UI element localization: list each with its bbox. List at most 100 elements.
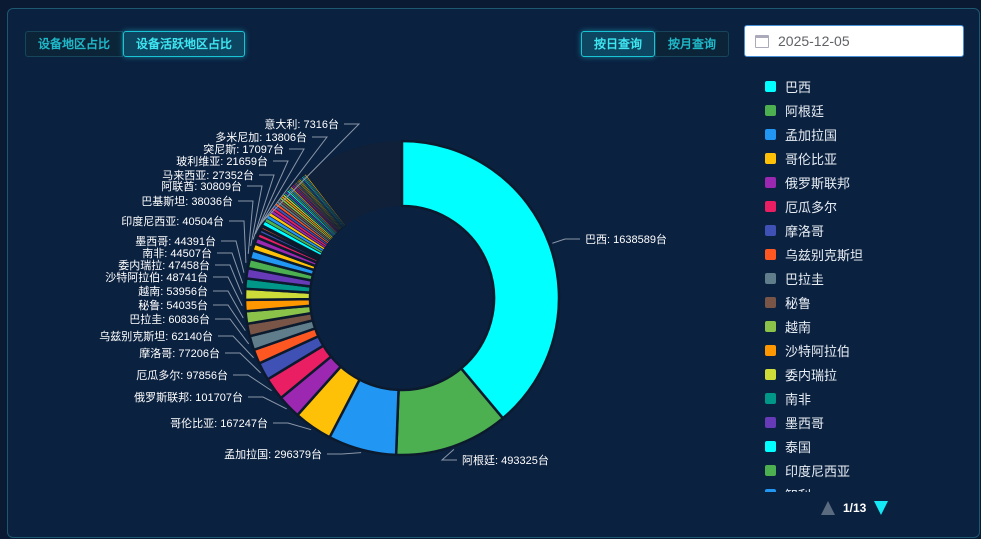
legend-item[interactable]: 墨西哥: [765, 410, 965, 434]
legend-label: 巴拉圭: [785, 271, 825, 287]
legend-item[interactable]: 俄罗斯联邦: [765, 170, 965, 194]
label-leader-line: [218, 335, 254, 359]
legend-item[interactable]: 阿根廷: [765, 98, 965, 122]
legend-item[interactable]: 巴西: [765, 74, 965, 98]
legend-label: 俄罗斯联邦: [785, 175, 851, 191]
label-leader-line: [440, 448, 457, 461]
slice-label: 沙特阿拉伯: 48741台: [105, 270, 208, 284]
tab-device-region[interactable]: 设备地区占比: [25, 31, 124, 57]
legend-label: 越南: [785, 319, 812, 335]
label-leader-line: [273, 422, 312, 431]
legend-item[interactable]: 孟加拉国: [765, 122, 965, 146]
legend-label: 印度尼西亚: [785, 463, 851, 479]
legend-label: 厄瓜多尔: [785, 199, 838, 215]
query-mode-group: 按日查询 按月查询: [581, 31, 730, 57]
legend-label: 墨西哥: [785, 415, 825, 431]
legend-item[interactable]: 哥伦比亚: [765, 146, 965, 170]
slice-label: 多米尼加: 13806台: [215, 130, 307, 144]
legend-label: 智利: [785, 485, 811, 493]
legend-label: 摩洛哥: [785, 223, 825, 239]
label-leader-line: [225, 352, 261, 374]
slice-label: 厄瓜多尔: 97856台: [136, 368, 228, 382]
date-picker-input[interactable]: 2025-12-05: [744, 25, 964, 57]
tab-group: 设备地区占比 设备活跃地区占比: [25, 31, 246, 57]
legend-item[interactable]: 厄瓜多尔: [765, 194, 965, 218]
legend-label: 孟加拉国: [785, 127, 838, 143]
legend-swatch: [765, 368, 776, 380]
label-leader-line: [254, 160, 289, 235]
query-by-month-button[interactable]: 按月查询: [655, 31, 730, 57]
label-leader-line: [256, 148, 305, 231]
legend-swatch: [765, 392, 776, 404]
legend-label: 沙特阿拉伯: [785, 343, 851, 359]
legend-next-page-icon[interactable]: [874, 501, 889, 515]
label-leader-line: [213, 304, 246, 331]
label-leader-line: [258, 136, 329, 227]
label-leader-line: [215, 318, 250, 345]
legend-item[interactable]: 委内瑞拉: [765, 362, 965, 386]
legend-label: 阿根廷: [785, 103, 825, 119]
legend-item[interactable]: 巴拉圭: [765, 266, 965, 290]
legend-swatch: [765, 464, 776, 476]
minor-slice[interactable]: [304, 173, 346, 227]
legend-item[interactable]: 南非: [765, 386, 965, 410]
legend-swatch: [765, 224, 776, 236]
slice-label: 孟加拉国: 296379台: [224, 447, 322, 461]
label-leader-line: [215, 264, 243, 295]
label-leader-line: [259, 123, 361, 225]
label-leader-line: [221, 240, 245, 273]
slice-label: 阿联酋: 30809台: [161, 179, 242, 193]
slice-label: 巴基斯坦: 38036台: [141, 194, 233, 208]
legend-item[interactable]: 越南: [765, 314, 965, 338]
slice-label: 越南: 53956台: [138, 284, 208, 298]
legend-item[interactable]: 沙特阿拉伯: [765, 338, 965, 362]
slice-label: 印度尼西亚: 40504台: [121, 214, 224, 228]
legend-prev-page-icon[interactable]: [821, 501, 835, 515]
tab-active-device-region[interactable]: 设备活跃地区占比: [123, 31, 246, 57]
slice-label: 马来西亚: 27352台: [162, 168, 254, 182]
legend-item[interactable]: 乌兹别克斯坦: [765, 242, 965, 266]
label-leader-line: [233, 374, 272, 392]
label-leader-line: [552, 238, 580, 244]
label-leader-line: [247, 185, 263, 247]
query-by-day-button[interactable]: 按日查询: [581, 31, 656, 57]
slice-label: 摩洛哥: 77206台: [139, 346, 220, 360]
legend-swatch: [765, 488, 776, 492]
slice-label: 巴西: 1638589台: [585, 232, 667, 246]
legend-label: 巴西: [785, 79, 812, 95]
donut-slice[interactable]: [400, 139, 561, 420]
label-leader-line: [238, 200, 254, 254]
legend-item[interactable]: 摩洛哥: [765, 218, 965, 242]
legend-label: 乌兹别克斯坦: [785, 247, 864, 263]
label-leader-line: [327, 452, 362, 455]
legend-swatch: [765, 104, 776, 116]
slice-label: 俄罗斯联邦: 101707台: [134, 390, 243, 404]
legend-swatch: [765, 296, 776, 308]
label-leader-line: [248, 396, 287, 410]
label-leader-line: [252, 174, 275, 240]
legend-item[interactable]: 秘鲁: [765, 290, 965, 314]
legend-label: 哥伦比亚: [785, 151, 838, 167]
legend-swatch: [765, 416, 776, 428]
legend-swatch: [765, 272, 776, 284]
legend-item[interactable]: 智利: [765, 482, 965, 492]
slice-label: 墨西哥: 44391台: [135, 234, 216, 248]
slice-label: 委内瑞拉: 47458台: [118, 258, 210, 272]
legend-swatch: [765, 80, 776, 92]
slice-label: 乌兹别克斯坦: 62140台: [99, 329, 213, 343]
legend-swatch: [765, 128, 776, 140]
label-leader-line: [213, 276, 243, 306]
slice-label: 巴拉圭: 60836台: [129, 312, 210, 326]
legend-item[interactable]: 印度尼西亚: [765, 458, 965, 482]
legend-pager: 1/13: [821, 501, 889, 515]
label-leader-line: [217, 252, 244, 284]
label-leader-line: [213, 290, 244, 319]
legend-item[interactable]: 泰国: [765, 434, 965, 458]
legend: 巴西阿根廷孟加拉国哥伦比亚俄罗斯联邦厄瓜多尔摩洛哥乌兹别克斯坦 巴拉圭秘鲁越南沙特…: [765, 74, 965, 492]
slice-label: 阿根廷: 493325台: [462, 453, 549, 467]
legend-swatch: [765, 200, 776, 212]
legend-swatch: [765, 320, 776, 332]
slice-label: 意大利: 7316台: [264, 117, 339, 131]
slice-label: 突尼斯: 17097台: [203, 142, 284, 156]
legend-swatch: [765, 152, 776, 164]
